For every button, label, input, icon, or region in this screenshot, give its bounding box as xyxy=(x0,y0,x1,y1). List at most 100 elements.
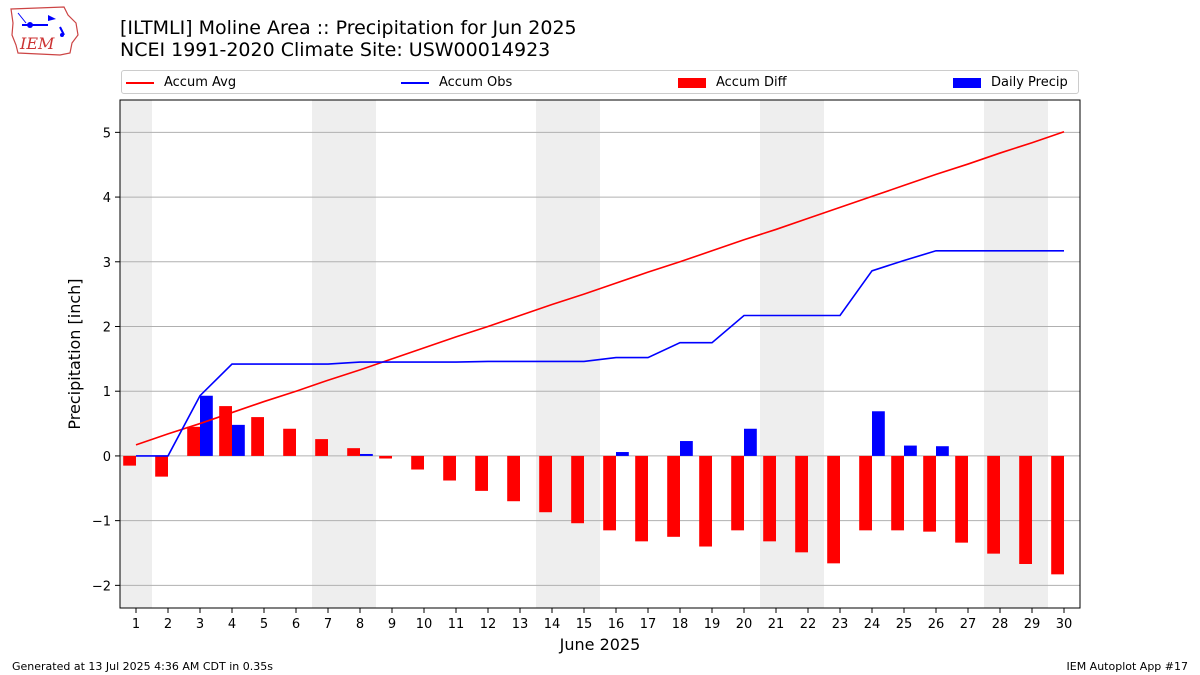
legend-item-daily-precip: Daily Precip xyxy=(953,74,1068,92)
accum-avg-line xyxy=(135,130,1065,446)
x-tick-label-15: 15 xyxy=(576,617,593,632)
legend-item-accum-avg: Accum Avg xyxy=(126,74,236,92)
legend-swatch-daily-precip xyxy=(953,77,981,88)
logo-text: IEM xyxy=(19,34,55,53)
x-tick-label-24: 24 xyxy=(864,617,881,632)
x-tick-label-20: 20 xyxy=(736,617,753,632)
x-tick-label-8: 8 xyxy=(356,617,364,632)
x-tick-label-11: 11 xyxy=(448,617,465,632)
accum-diff-bar-6 xyxy=(283,428,296,456)
accum-obs-line xyxy=(136,249,1064,457)
accum-diff-bar-10 xyxy=(411,455,424,470)
daily-precip-bar-26 xyxy=(936,446,949,456)
legend-swatch-accum-diff xyxy=(678,77,706,88)
x-tick-label-29: 29 xyxy=(1024,617,1041,632)
legend-label-accum-diff: Accum Diff xyxy=(716,75,787,90)
y-tick-label--2: −2 xyxy=(92,579,111,594)
accum-diff-bar-20 xyxy=(731,455,744,531)
x-tick-label-30: 30 xyxy=(1056,617,1073,632)
weekend-shade-2 xyxy=(536,100,600,608)
accum-diff-bar-2 xyxy=(155,455,168,477)
x-tick-label-3: 3 xyxy=(196,617,204,632)
accum-diff-bar-15 xyxy=(571,455,584,524)
accum-diff-bar-25 xyxy=(891,455,904,531)
legend-item-accum-obs: Accum Obs xyxy=(401,74,512,92)
legend-swatch-accum-obs xyxy=(401,81,429,84)
legend-swatch-accum-avg xyxy=(126,81,154,84)
weekend-shading xyxy=(120,100,1048,608)
daily-precip-bar-3 xyxy=(200,395,213,456)
x-tick-label-14: 14 xyxy=(544,617,561,632)
x-tick-label-19: 19 xyxy=(704,617,721,632)
accum-diff-bar-24 xyxy=(859,455,872,531)
x-tick-label-22: 22 xyxy=(800,617,817,632)
accum-diff-bar-23 xyxy=(827,455,840,564)
y-tick-label-3: 3 xyxy=(103,256,111,271)
x-tick-label-16: 16 xyxy=(608,617,625,632)
plot-frame xyxy=(119,99,1081,609)
x-tick-label-5: 5 xyxy=(260,617,268,632)
accum-diff-bar-4 xyxy=(219,406,232,456)
y-axis-ticks: −2 −1 0 1 2 3 4 5 xyxy=(92,126,120,594)
legend-label-accum-obs: Accum Obs xyxy=(439,75,513,90)
accum-diff-bar-5 xyxy=(251,417,264,456)
y-axis-label: Precipitation [inch] xyxy=(65,278,84,429)
x-tick-label-26: 26 xyxy=(928,617,945,632)
accum-diff-bar-30 xyxy=(1051,455,1064,575)
accum-diff-bar-13 xyxy=(507,455,520,502)
x-tick-label-21: 21 xyxy=(768,617,785,632)
daily-precip-bar-4 xyxy=(232,424,245,456)
accum-diff-bar-28 xyxy=(987,455,1000,554)
footer-generated: Generated at 13 Jul 2025 4:36 AM CDT in … xyxy=(12,660,273,673)
legend-label-accum-avg: Accum Avg xyxy=(164,75,237,90)
daily-precip-bar-16 xyxy=(616,452,629,456)
daily-precip-bar-20 xyxy=(744,428,757,456)
x-tick-label-27: 27 xyxy=(960,617,977,632)
daily-precip-bar-25 xyxy=(904,445,917,456)
accum-diff-bar-29 xyxy=(1019,455,1032,564)
x-tick-label-28: 28 xyxy=(992,617,1009,632)
accum-diff-bar-9 xyxy=(379,455,392,459)
accum-diff-bar-14 xyxy=(539,455,552,513)
x-tick-label-7: 7 xyxy=(324,617,332,632)
iem-logo: IEM xyxy=(8,5,80,61)
x-tick-label-12: 12 xyxy=(480,617,497,632)
chart-subtitle: NCEI 1991-2020 Climate Site: USW00014923 xyxy=(120,39,551,61)
accum-diff-bar-18 xyxy=(667,455,680,537)
legend-item-accum-diff: Accum Diff xyxy=(678,74,787,92)
accum-diff-bar-19 xyxy=(699,455,712,547)
x-tick-label-25: 25 xyxy=(896,617,913,632)
daily-precip-bar-24 xyxy=(872,411,885,456)
y-tick-label-4: 4 xyxy=(103,191,111,206)
y-tick-label--1: −1 xyxy=(92,515,111,530)
x-tick-label-13: 13 xyxy=(512,617,529,632)
accum-diff-bar-26 xyxy=(923,455,936,532)
grid-lines xyxy=(120,131,1080,586)
accum-diff-bar-1 xyxy=(123,455,136,466)
y-tick-label-1: 1 xyxy=(103,385,111,400)
chart-legend: Accum Avg Accum Obs Accum Diff Daily Pre… xyxy=(121,70,1079,94)
chart-title: [ILTMLI] Moline Area :: Precipitation fo… xyxy=(120,17,577,39)
y-tick-label-5: 5 xyxy=(103,126,111,141)
accum-diff-bar-11 xyxy=(443,455,456,481)
y-tick-label-2: 2 xyxy=(103,320,111,335)
x-axis-ticks: 1 2 3 4 5 6 7 8 9 10 11 12 13 14 15 16 17 18 19 20 21 22 23 24 2… xyxy=(132,608,1072,632)
weekend-shade-1 xyxy=(312,100,376,608)
lines-group xyxy=(135,130,1065,457)
x-tick-label-6: 6 xyxy=(292,617,300,632)
weekend-shade-0 xyxy=(120,100,152,608)
x-tick-label-17: 17 xyxy=(640,617,657,632)
x-tick-label-9: 9 xyxy=(388,617,396,632)
accum-diff-bar-16 xyxy=(603,455,616,531)
accum-diff-bar-7 xyxy=(315,439,328,456)
x-tick-label-18: 18 xyxy=(672,617,689,632)
x-tick-label-1: 1 xyxy=(132,617,140,632)
accum-diff-bar-3 xyxy=(187,426,200,456)
daily-precip-bar-8 xyxy=(360,453,373,456)
x-tick-label-23: 23 xyxy=(832,617,849,632)
accum-diff-bar-12 xyxy=(475,455,488,491)
y-tick-label-0: 0 xyxy=(103,450,111,465)
accum-diff-bar-27 xyxy=(955,455,968,543)
accum-diff-bar-17 xyxy=(635,455,648,542)
